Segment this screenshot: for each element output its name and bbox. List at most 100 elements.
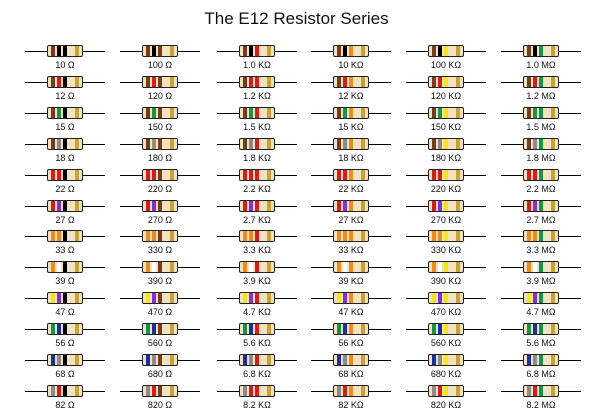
resistance-label: 15 KΩ bbox=[338, 121, 364, 132]
resistance-label: 22 KΩ bbox=[338, 183, 364, 194]
resistor-body bbox=[428, 168, 464, 181]
resistor-item: 1.8 KΩ bbox=[217, 137, 297, 168]
resistor-body bbox=[142, 384, 178, 397]
color-band bbox=[158, 355, 162, 365]
color-band bbox=[438, 138, 442, 149]
color-band bbox=[527, 385, 531, 396]
resistor-item: 220 KΩ bbox=[406, 168, 486, 199]
color-band bbox=[146, 200, 150, 211]
color-band bbox=[361, 46, 365, 56]
resistor-item: 560 Ω bbox=[120, 323, 200, 353]
color-band bbox=[255, 169, 259, 180]
color-band bbox=[337, 138, 341, 149]
color-band bbox=[527, 107, 531, 118]
color-band bbox=[170, 107, 174, 118]
resistance-label: 150 Ω bbox=[147, 121, 173, 132]
color-band bbox=[349, 76, 353, 87]
color-band bbox=[267, 324, 271, 335]
resistor-body bbox=[428, 261, 464, 274]
color-band bbox=[57, 200, 61, 211]
resistor-item: 1.2 KΩ bbox=[217, 75, 297, 106]
resistance-label: 39 KΩ bbox=[338, 276, 364, 287]
color-band bbox=[75, 324, 79, 335]
color-band bbox=[63, 200, 67, 211]
color-band bbox=[152, 169, 156, 180]
resistance-label: 47 Ω bbox=[55, 307, 75, 318]
color-band bbox=[444, 262, 448, 273]
resistance-label: 2.2 KΩ bbox=[243, 183, 271, 194]
color-band bbox=[343, 76, 347, 87]
color-band bbox=[51, 293, 55, 304]
color-band bbox=[456, 231, 460, 242]
color-band bbox=[539, 293, 543, 304]
color-band bbox=[337, 169, 341, 180]
color-band bbox=[349, 46, 353, 56]
color-band bbox=[539, 262, 543, 273]
color-band bbox=[349, 107, 353, 118]
color-band bbox=[361, 169, 365, 180]
resistor-body bbox=[333, 292, 369, 305]
color-band bbox=[158, 293, 162, 304]
color-band bbox=[152, 355, 156, 365]
color-band bbox=[267, 169, 271, 180]
color-band bbox=[527, 138, 531, 149]
color-band bbox=[255, 200, 259, 211]
color-band bbox=[170, 293, 174, 304]
color-band bbox=[533, 293, 537, 304]
resistance-label: 12 KΩ bbox=[338, 90, 364, 101]
resistor-item: 3.9 KΩ bbox=[217, 261, 297, 291]
resistor-item: 1.8 MΩ bbox=[501, 137, 581, 168]
resistor-body bbox=[239, 230, 275, 243]
color-band bbox=[539, 355, 543, 365]
color-band bbox=[438, 385, 442, 396]
color-band bbox=[539, 169, 543, 180]
resistor-item: 180 Ω bbox=[120, 137, 200, 168]
color-band bbox=[146, 107, 150, 118]
resistance-label: 6.8 KΩ bbox=[243, 369, 271, 379]
resistor-body bbox=[47, 168, 83, 181]
resistance-label: 120 KΩ bbox=[430, 90, 462, 101]
resistor-item: 10 Ω bbox=[25, 45, 105, 75]
color-band bbox=[533, 231, 537, 242]
resistor-body bbox=[523, 230, 559, 243]
resistance-label: 18 Ω bbox=[55, 152, 75, 163]
color-band bbox=[57, 231, 61, 242]
resistor-body bbox=[142, 292, 178, 305]
resistance-label: 5.6 MΩ bbox=[526, 338, 556, 349]
color-band bbox=[57, 107, 61, 118]
resistor-body bbox=[333, 106, 369, 119]
resistor-body bbox=[428, 354, 464, 366]
color-band bbox=[267, 262, 271, 273]
color-band bbox=[432, 293, 436, 304]
resistance-label: 180 Ω bbox=[147, 152, 173, 163]
color-band bbox=[51, 262, 55, 273]
resistor-body bbox=[333, 199, 369, 212]
resistance-label: 8.2 KΩ bbox=[243, 399, 271, 410]
resistor-item: 27 Ω bbox=[25, 199, 105, 230]
color-band bbox=[243, 355, 247, 365]
color-band bbox=[551, 231, 555, 242]
resistor-item: 1.0 KΩ bbox=[217, 45, 297, 75]
color-band bbox=[361, 76, 365, 87]
color-band bbox=[146, 169, 150, 180]
resistor-body bbox=[239, 106, 275, 119]
color-band bbox=[243, 138, 247, 149]
color-band bbox=[51, 138, 55, 149]
color-band bbox=[533, 262, 537, 273]
resistor-body bbox=[239, 168, 275, 181]
resistor-body bbox=[47, 261, 83, 274]
resistance-label: 470 Ω bbox=[147, 307, 173, 318]
color-band bbox=[527, 200, 531, 211]
color-band bbox=[158, 385, 162, 396]
resistance-label: 470 KΩ bbox=[430, 307, 462, 318]
color-band bbox=[361, 231, 365, 242]
resistor-body bbox=[523, 106, 559, 119]
color-band bbox=[146, 385, 150, 396]
color-band bbox=[63, 107, 67, 118]
color-band bbox=[361, 262, 365, 273]
resistance-label: 330 Ω bbox=[147, 245, 173, 256]
color-band bbox=[63, 324, 67, 335]
color-band bbox=[349, 138, 353, 149]
color-band bbox=[249, 138, 253, 149]
resistor-item: 4.7 MΩ bbox=[501, 292, 581, 322]
